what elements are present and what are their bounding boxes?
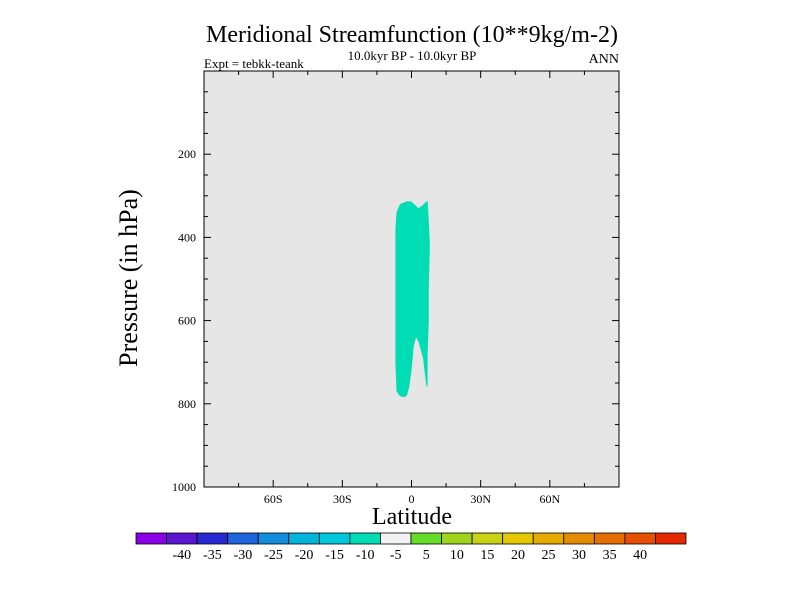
colorbar-label: -25 <box>264 548 283 563</box>
colorbar-label: 5 <box>423 548 430 563</box>
colorbar-swatch <box>257 532 290 545</box>
colorbar-swatch <box>380 532 412 545</box>
colorbar-label: 40 <box>633 548 647 563</box>
colorbar-label: 30 <box>572 548 586 563</box>
colorbar-label: -5 <box>390 548 402 563</box>
colorbar-swatch <box>441 532 473 545</box>
colorbar-label: -40 <box>172 548 191 563</box>
colorbar-swatch <box>655 532 687 545</box>
colorbar-swatch <box>593 532 626 545</box>
colorbar-label: -35 <box>203 548 222 563</box>
colorbar-swatch <box>227 532 259 545</box>
colorbar-swatch <box>532 532 565 545</box>
colorbar-swatch <box>410 532 442 545</box>
x-tick-label: 0 <box>409 492 415 506</box>
y-axis-label: Pressure (in hPa) <box>114 189 143 367</box>
plot-frame <box>203 70 620 488</box>
x-axis-label: Latitude <box>372 504 452 530</box>
y-tick-label: 1000 <box>172 480 196 494</box>
colorbar-label: -10 <box>356 548 375 563</box>
colorbar-label: 15 <box>480 548 494 563</box>
season-label: ANN <box>589 52 619 67</box>
colorbar-swatch <box>624 532 656 545</box>
colorbar-swatch <box>349 532 381 545</box>
colorbar-swatch <box>196 532 229 545</box>
colorbar-swatch <box>563 532 595 545</box>
colorbar-label: -15 <box>325 548 344 563</box>
colorbar-swatch <box>318 532 351 545</box>
colorbar-swatch <box>471 532 504 545</box>
y-tick-label: 200 <box>178 147 196 161</box>
colorbar-swatch <box>135 532 167 545</box>
colorbar <box>135 532 687 545</box>
colorbar-label: 25 <box>542 548 556 563</box>
chart-title: Meridional Streamfunction (10**9kg/m-2) <box>206 22 618 48</box>
experiment-label: Expt = tebkk-teank <box>204 56 304 71</box>
y-tick-label: 800 <box>178 397 196 411</box>
x-tick-labels: 60S 30S 0 30N 60N <box>264 492 561 506</box>
y-tick-label: 400 <box>178 230 196 244</box>
colorbar-swatch <box>166 532 198 545</box>
x-tick-label: 30S <box>333 492 352 506</box>
colorbar-labels: -40 -35 -30 -25 -20 -15 -10 -5 5 10 15 20 25 30 35 40 <box>172 548 647 563</box>
colorbar-swatch <box>502 532 534 545</box>
chart-subtitle: 10.0kyr BP - 10.0kyr BP <box>348 48 477 63</box>
colorbar-label: -30 <box>234 548 253 563</box>
colorbar-label: 20 <box>511 548 525 563</box>
colorbar-label: 35 <box>603 548 617 563</box>
y-tick-labels: 200 400 600 800 1000 <box>172 147 196 494</box>
x-tick-label: 60S <box>264 492 283 506</box>
x-tick-label: 60N <box>539 492 560 506</box>
x-tick-label: 30N <box>470 492 491 506</box>
colorbar-label: -20 <box>295 548 314 563</box>
streamfunction-region <box>395 200 430 398</box>
y-tick-label: 600 <box>178 314 196 328</box>
colorbar-swatch <box>288 532 320 545</box>
colorbar-label: 10 <box>450 548 464 563</box>
